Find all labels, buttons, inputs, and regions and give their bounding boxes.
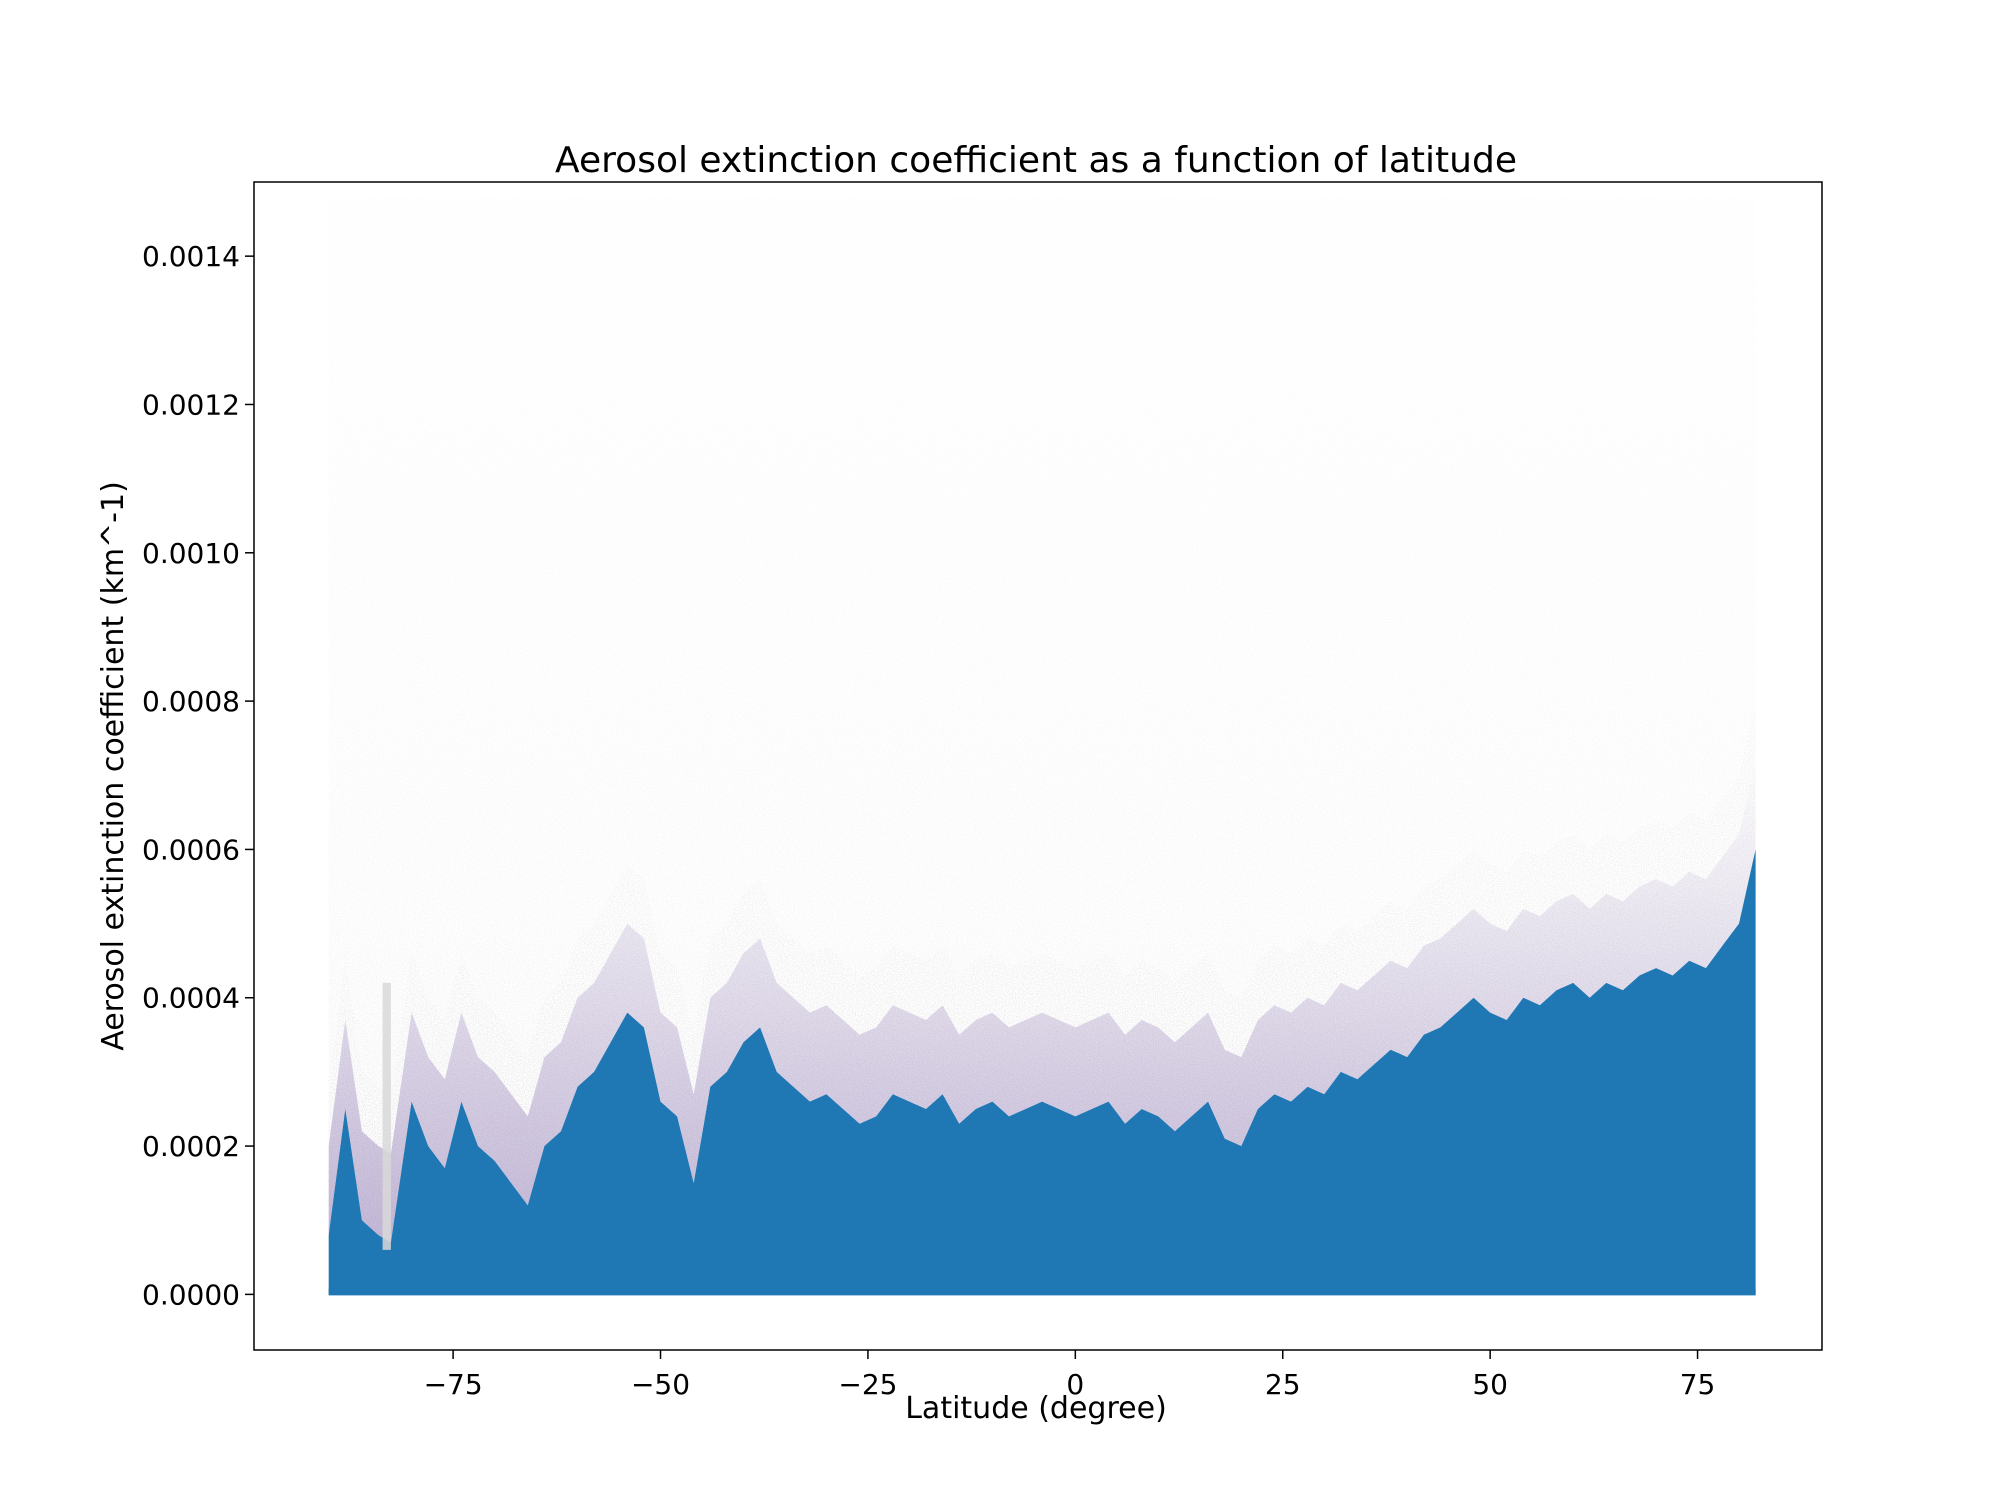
x-tick-label: 25 <box>1265 1368 1301 1401</box>
y-tick-label: 0.0014 <box>142 240 240 273</box>
scatter-marks <box>328 196 1756 1296</box>
y-tick-label: 0.0010 <box>142 537 240 570</box>
x-tick-label: −75 <box>424 1368 483 1401</box>
y-tick-label: 0.0000 <box>142 1278 240 1311</box>
chart-title: Aerosol extinction coefficient as a func… <box>555 140 1517 181</box>
x-tick-label: −50 <box>631 1368 690 1401</box>
x-axis: −75 −50 −25 0 25 50 75 <box>424 1350 1716 1401</box>
y-tick-label: 0.0008 <box>142 685 240 718</box>
x-tick-label: −25 <box>838 1368 897 1401</box>
y-tick-label: 0.0002 <box>142 1130 240 1163</box>
scatter-dense-region <box>328 849 1756 1295</box>
y-tick-label: 0.0004 <box>142 982 240 1015</box>
y-tick-label: 0.0012 <box>142 388 240 421</box>
scatter-grey-band <box>328 701 1756 1243</box>
y-tick-label: 0.0006 <box>142 833 240 866</box>
x-tick-label: 50 <box>1472 1368 1508 1401</box>
scatter-gap-streak <box>382 982 391 1250</box>
y-axis: 0.0000 0.0002 0.0004 0.0006 0.0008 0.0010 0.00… <box>142 240 254 1311</box>
x-tick-label: 75 <box>1680 1368 1716 1401</box>
x-tick-label: 0 <box>1066 1368 1084 1401</box>
scatter-baseline-points <box>328 1288 1756 1296</box>
y-axis-label: Aerosol extinction coefficient (km^-1) <box>96 481 131 1051</box>
x-axis-label: Latitude (degree) <box>905 1391 1167 1426</box>
